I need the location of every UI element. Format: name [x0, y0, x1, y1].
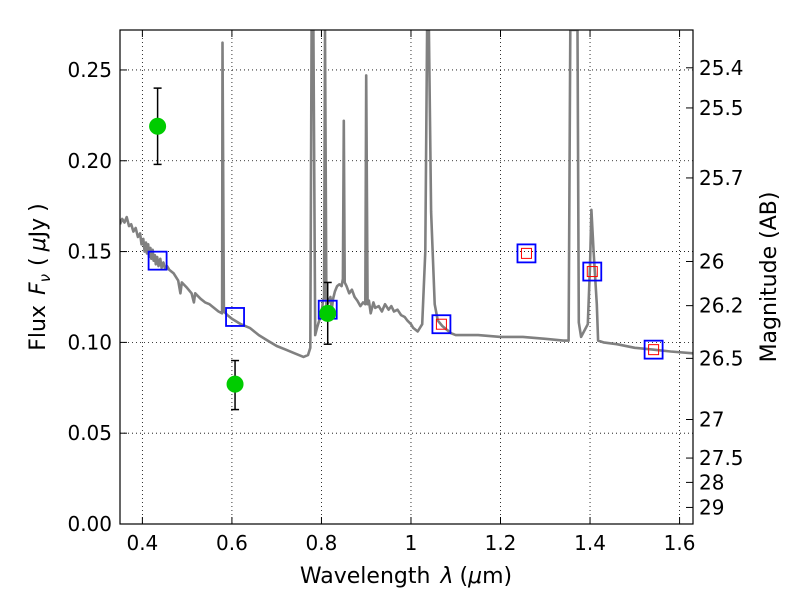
x-tick-label: 0.6: [216, 531, 248, 555]
model-photometry-square: [516, 243, 537, 264]
magnitude-tick-label: 26.5: [699, 346, 744, 370]
x-tick-label: 0.4: [126, 531, 158, 555]
observed-flux-point: [226, 375, 244, 393]
x-tick-label: 1.6: [664, 531, 696, 555]
plot-frame: [119, 29, 694, 525]
axes: 0.4 0.6 0.8 1 1.2 1.4 1.6 0.00 0.05 0.10 0.15 0.20 0…: [67, 30, 744, 555]
magnitude-tick-label: 27: [699, 407, 724, 431]
x-axis-label: Wavelength λ (μm): [300, 564, 512, 589]
magnitude-tick-label: 28: [699, 470, 724, 494]
x-tick-label: 0.8: [306, 531, 338, 555]
observed-flux-point: [149, 117, 167, 135]
y-tick-label: 0.20: [67, 149, 112, 173]
magnitude-tick-label: 26.2: [699, 294, 744, 318]
model-photometry-square: [582, 261, 603, 282]
model-photometry-inner-square: [648, 344, 660, 356]
magnitude-tick-label: 27.5: [699, 446, 744, 470]
model-photometry-square: [643, 339, 664, 360]
y-tick-label: 0.15: [67, 240, 112, 264]
plot-area: [120, 30, 693, 411]
model-photometry-inner-square: [435, 318, 447, 330]
magnitude-axis-label: Magnitude (AB): [757, 192, 782, 363]
magnitude-tick-label: 29: [699, 495, 724, 519]
x-tick-label: 1.4: [574, 531, 606, 555]
x-tick-label: 1: [405, 531, 418, 555]
y-tick-label: 0.05: [67, 421, 112, 445]
model-photometry-inner-square: [586, 266, 598, 278]
y-tick-label: 0.10: [67, 330, 112, 354]
x-tick-label: 1.2: [485, 531, 517, 555]
model-photometry-square: [431, 314, 452, 335]
y-tick-label: 0.00: [67, 512, 112, 536]
magnitude-tick-label: 25.4: [699, 56, 744, 80]
model-photometry-square: [147, 250, 168, 271]
model-photometry-square: [225, 307, 245, 327]
magnitude-tick-label: 26: [699, 249, 724, 273]
y-axis-label: FluxFν(μJy): [26, 203, 54, 350]
y-tick-label: 0.25: [67, 58, 112, 82]
model-spectrum-line: [120, 30, 693, 359]
magnitude-tick-label: 25.7: [699, 166, 744, 190]
model-photometry-inner-square: [520, 247, 532, 259]
observed-flux-point: [319, 304, 337, 322]
magnitude-tick-label: 25.5: [699, 96, 744, 120]
